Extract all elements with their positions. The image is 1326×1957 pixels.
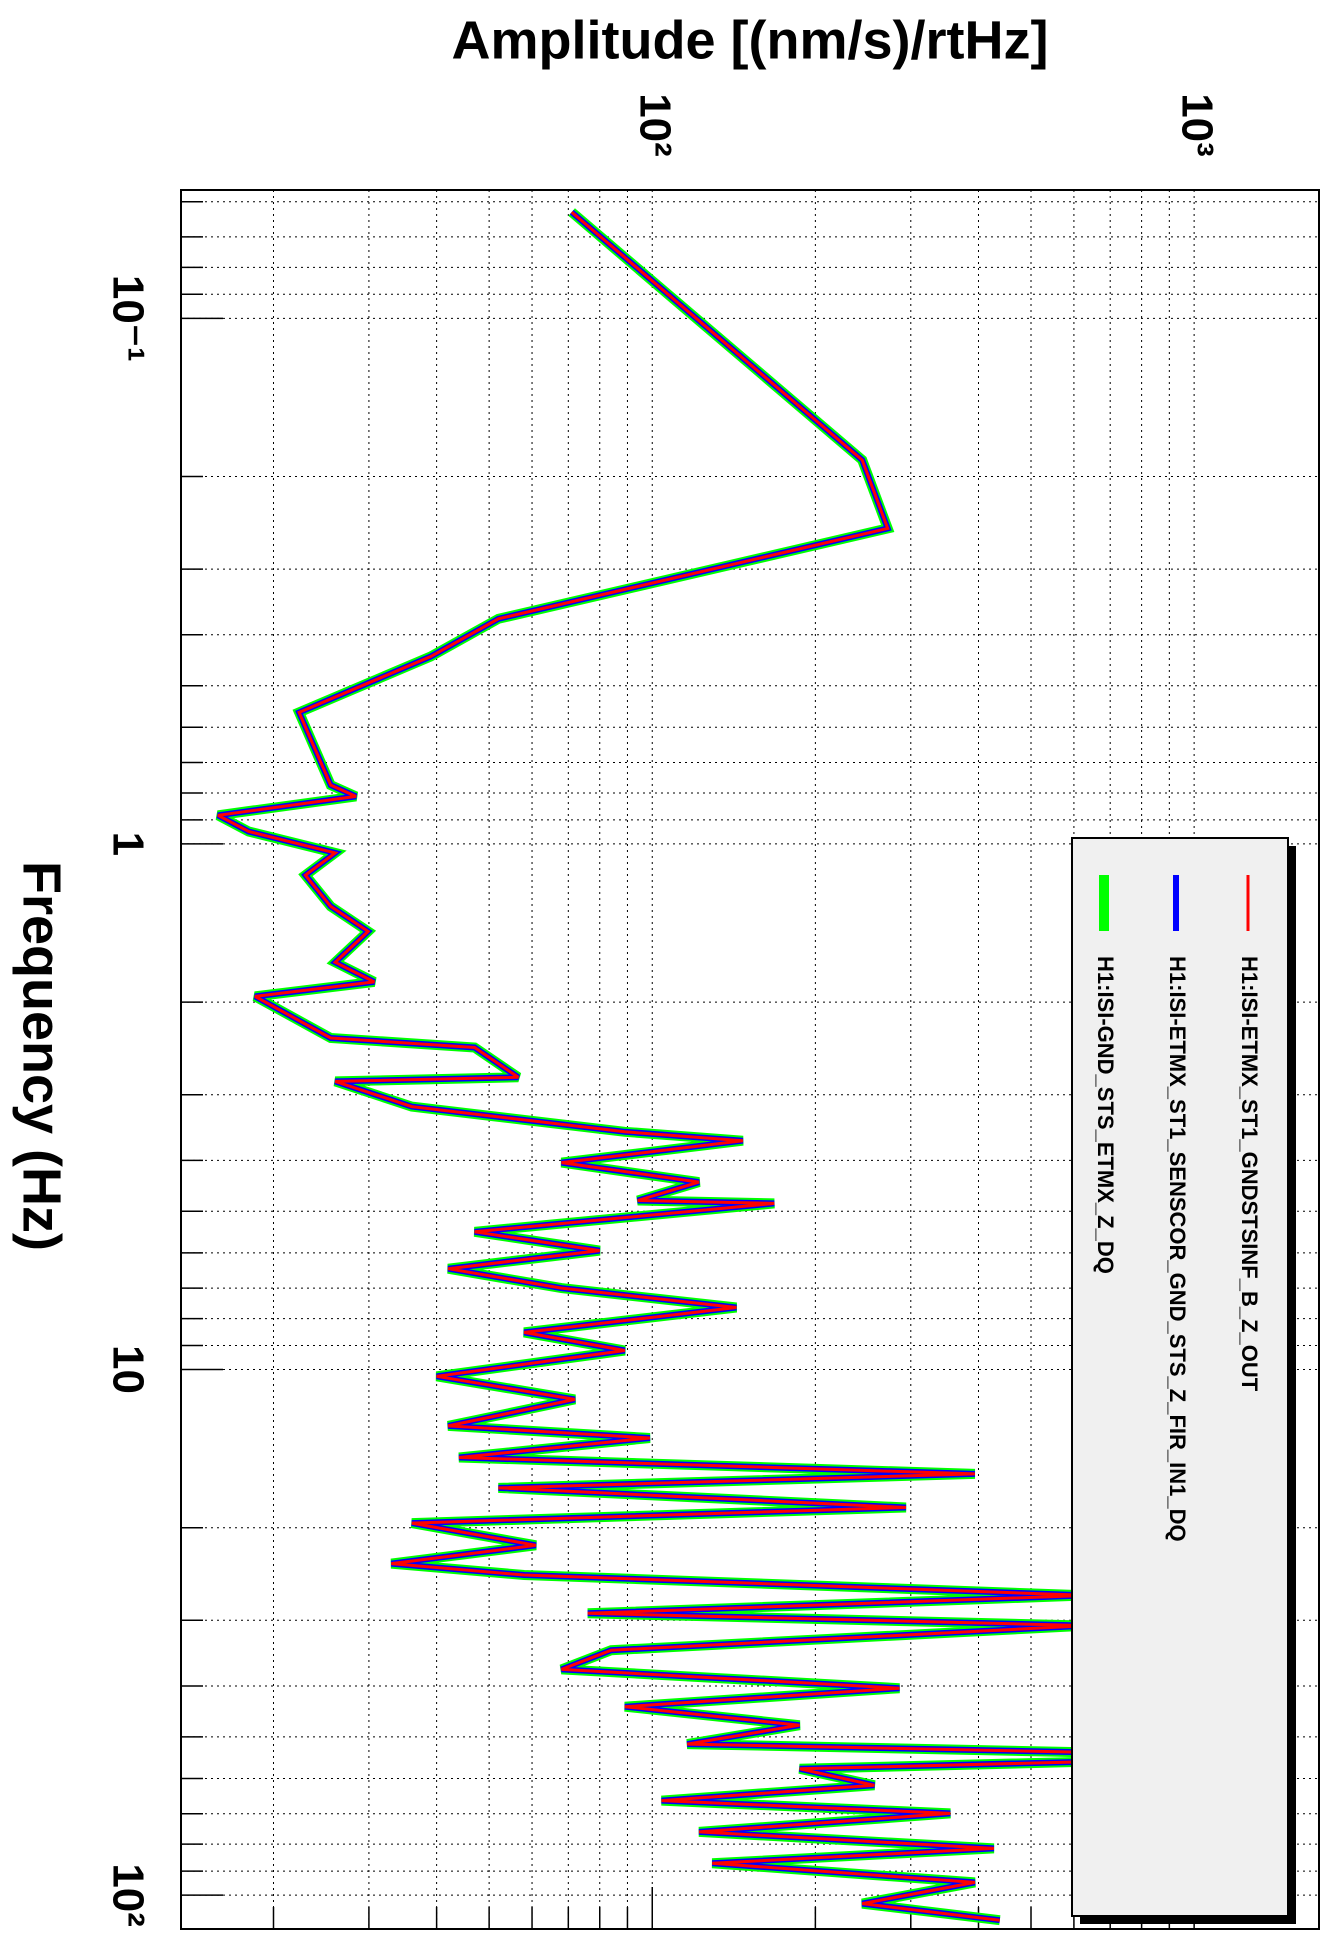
legend <box>1071 837 1289 1917</box>
x-tick-label: 10² <box>103 1863 152 1927</box>
x-tick-label: 10 <box>103 1345 152 1394</box>
legend-label: H1:ISI-ETMX_ST1_SENSCOR_GND_STS_Z_FIR_IN… <box>1165 956 1190 1542</box>
x-tick-label: 10⁻¹ <box>103 275 152 362</box>
x-tick-label: 1 <box>103 832 152 856</box>
plot-area <box>215 208 1295 1926</box>
legend-label: H1:ISI-GND_STS_ETMX_Z_DQ <box>1093 956 1118 1274</box>
series-line <box>217 210 1295 1922</box>
x-axis-label: Frequency (Hz) <box>12 861 72 1251</box>
y-tick-label: 10² <box>631 93 680 157</box>
plot-frame <box>180 189 1320 1930</box>
y-tick-label: 10³ <box>1173 93 1222 157</box>
chart-title: Amplitude [(nm/s)/rtHz] <box>452 10 1049 70</box>
legend-label: H1:ISI-ETMX_ST1_GNDSTSINF_B_Z_OUT <box>1237 956 1262 1392</box>
